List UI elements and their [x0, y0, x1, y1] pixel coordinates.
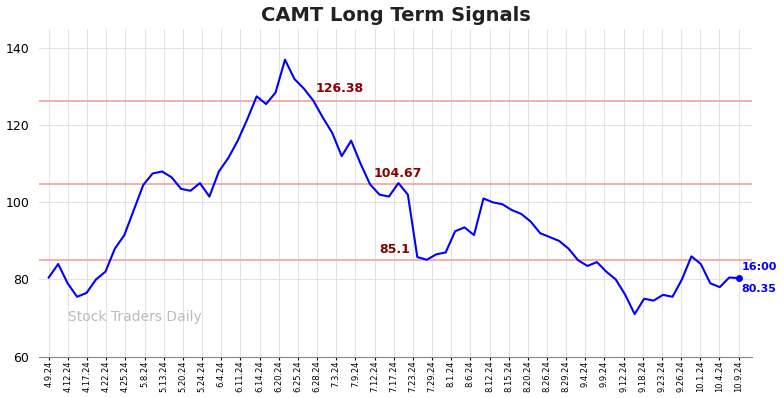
Title: CAMT Long Term Signals: CAMT Long Term Signals [261, 6, 531, 25]
Text: 85.1: 85.1 [379, 243, 410, 256]
Text: 104.67: 104.67 [374, 168, 422, 180]
Text: 126.38: 126.38 [315, 82, 364, 95]
Text: 16:00: 16:00 [742, 262, 777, 272]
Text: Stock Traders Daily: Stock Traders Daily [67, 310, 201, 324]
Text: 80.35: 80.35 [742, 284, 776, 294]
